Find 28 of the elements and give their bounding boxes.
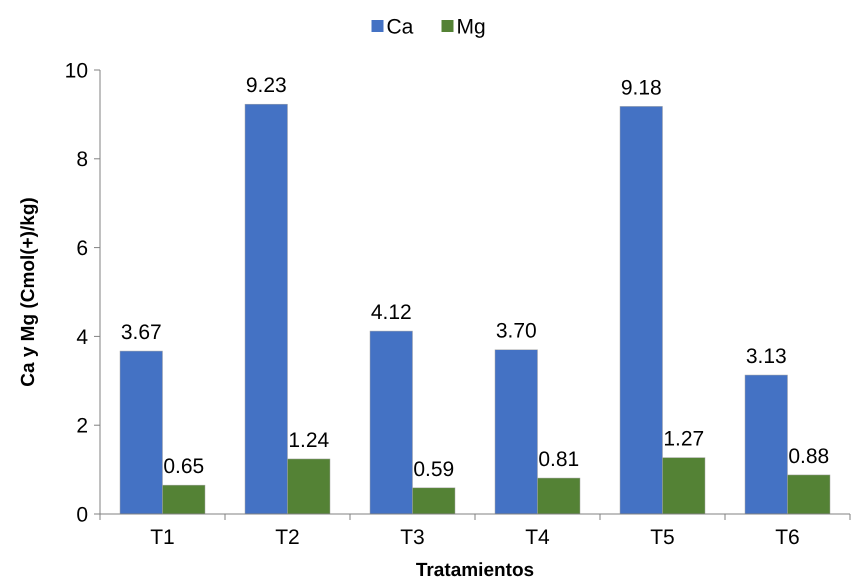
data-label: 0.59	[413, 458, 454, 481]
y-tick-label: 0	[76, 503, 88, 526]
x-tick-label: T2	[275, 526, 300, 549]
data-label: 0.88	[788, 444, 830, 468]
data-label: 3.67	[120, 321, 162, 344]
y-tick-label: 2	[76, 414, 88, 438]
x-tick-label: T6	[775, 526, 800, 549]
data-label: 1.24	[288, 428, 330, 452]
legend-label: Mg	[456, 15, 486, 38]
y-tick-label: 8	[76, 148, 88, 172]
y-axis-title: Ca y Mg (Cmol(+)/kg)	[18, 197, 39, 387]
data-label: 9.23	[246, 74, 287, 98]
data-label: 9.18	[620, 76, 662, 100]
x-tick-label: T5	[650, 526, 675, 549]
y-tick-label: 4	[76, 326, 88, 349]
x-axis-title: Tratamientos	[416, 560, 534, 581]
x-tick-label: T1	[150, 526, 175, 549]
x-tick-label: T4	[525, 526, 550, 549]
data-label: 4.12	[370, 301, 412, 324]
x-tick-label: T3	[400, 526, 425, 549]
data-label: 3.13	[746, 345, 787, 368]
data-label: 0.81	[538, 448, 580, 472]
data-label: 0.65	[163, 455, 204, 478]
data-label: 1.27	[663, 428, 704, 451]
data-label: 3.70	[496, 320, 537, 343]
y-tick-label: 10	[64, 59, 88, 82]
legend-label: Ca	[386, 15, 414, 38]
y-tick-label: 6	[76, 236, 88, 260]
